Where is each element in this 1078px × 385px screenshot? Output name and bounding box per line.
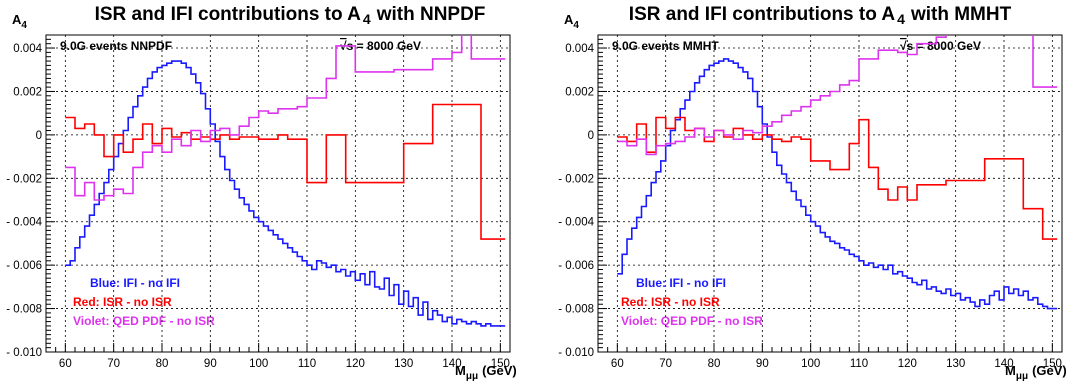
x-axis-label: Mμμ (GeV)	[455, 363, 517, 382]
x-tick-label: 70	[107, 358, 120, 370]
series-group	[65, 35, 506, 327]
y-tick-label: - 0.002	[6, 173, 42, 185]
chart-nnpdf: ISR and IFI contributions to A 4 with NNPD…	[6, 4, 517, 382]
y-tick-label: 0	[36, 130, 42, 142]
y-tick-label: - 0.006	[6, 260, 42, 272]
y-tick-label: - 0.008	[558, 304, 594, 316]
y-tick-label: - 0.008	[6, 304, 42, 316]
chart-mmht: ISR and IFI contributions to A 4 with MMHT…	[558, 4, 1067, 382]
series-group	[617, 35, 1058, 310]
y-axis-label: A4	[12, 12, 27, 31]
x-tick-label: 100	[801, 358, 820, 370]
y-tick-label: - 0.004	[558, 217, 594, 229]
x-tick-label: 60	[611, 358, 624, 370]
events-label: 9.0G events NNPDF	[60, 39, 172, 53]
y-tick-label: 0.004	[13, 43, 42, 55]
x-tick-label: 120	[898, 358, 917, 370]
legend-red: Red: ISR - no ISR	[621, 295, 720, 309]
legend-violet: Violet: QED PDF - no ISR	[621, 314, 763, 328]
energy-label: √s = 8000 GeV	[900, 39, 981, 53]
x-tick-label: 90	[756, 358, 769, 370]
x-tick-label: 70	[659, 358, 672, 370]
y-tick-label: 0	[588, 130, 594, 142]
chart-title: ISR and IFI contributions to A 4 with NNPD…	[95, 4, 486, 27]
y-tick-label: 0.004	[565, 43, 594, 55]
x-tick-label: 140	[994, 358, 1013, 370]
series-line-2	[65, 35, 506, 201]
x-tick-label: 80	[156, 358, 169, 370]
y-tick-label: 0.002	[565, 86, 594, 98]
x-tick-label: 80	[708, 358, 721, 370]
x-tick-label: 100	[249, 358, 268, 370]
x-tick-label: 90	[204, 358, 217, 370]
series-line-1	[617, 116, 1058, 240]
legend-blue: Blue: IFI - no IFI	[90, 276, 180, 290]
y-tick-label: - 0.010	[558, 347, 594, 359]
series-line-1	[65, 103, 506, 240]
y-tick-label: - 0.004	[6, 217, 42, 229]
x-tick-label: 110	[850, 358, 868, 370]
legend-blue: Blue: IFI - no IFI	[636, 276, 726, 290]
y-tick-label: - 0.010	[6, 347, 42, 359]
legend-red: Red: ISR - no ISR	[73, 295, 172, 309]
x-tick-label: 140	[442, 358, 461, 370]
series-line-0	[65, 60, 506, 327]
y-tick-label: 0.002	[13, 86, 42, 98]
y-tick-label: - 0.006	[558, 260, 594, 272]
y-tick-label: - 0.002	[558, 173, 594, 185]
x-tick-label: 150	[491, 358, 510, 370]
series-line-0	[617, 58, 1058, 310]
x-tick-label: 130	[394, 358, 413, 370]
x-axis-label: Mμμ (GeV)	[1005, 363, 1067, 382]
x-tick-label: 120	[346, 358, 365, 370]
y-axis-label: A4	[564, 12, 579, 31]
chart-title: ISR and IFI contributions to A 4 with MMHT	[629, 4, 1012, 27]
x-tick-label: 130	[946, 358, 965, 370]
series-line-2	[617, 35, 1058, 156]
x-tick-label: 60	[59, 358, 72, 370]
x-tick-label: 150	[1043, 358, 1062, 370]
x-tick-label: 110	[298, 358, 316, 370]
legend-violet: Violet: QED PDF - no ISR	[73, 314, 215, 328]
